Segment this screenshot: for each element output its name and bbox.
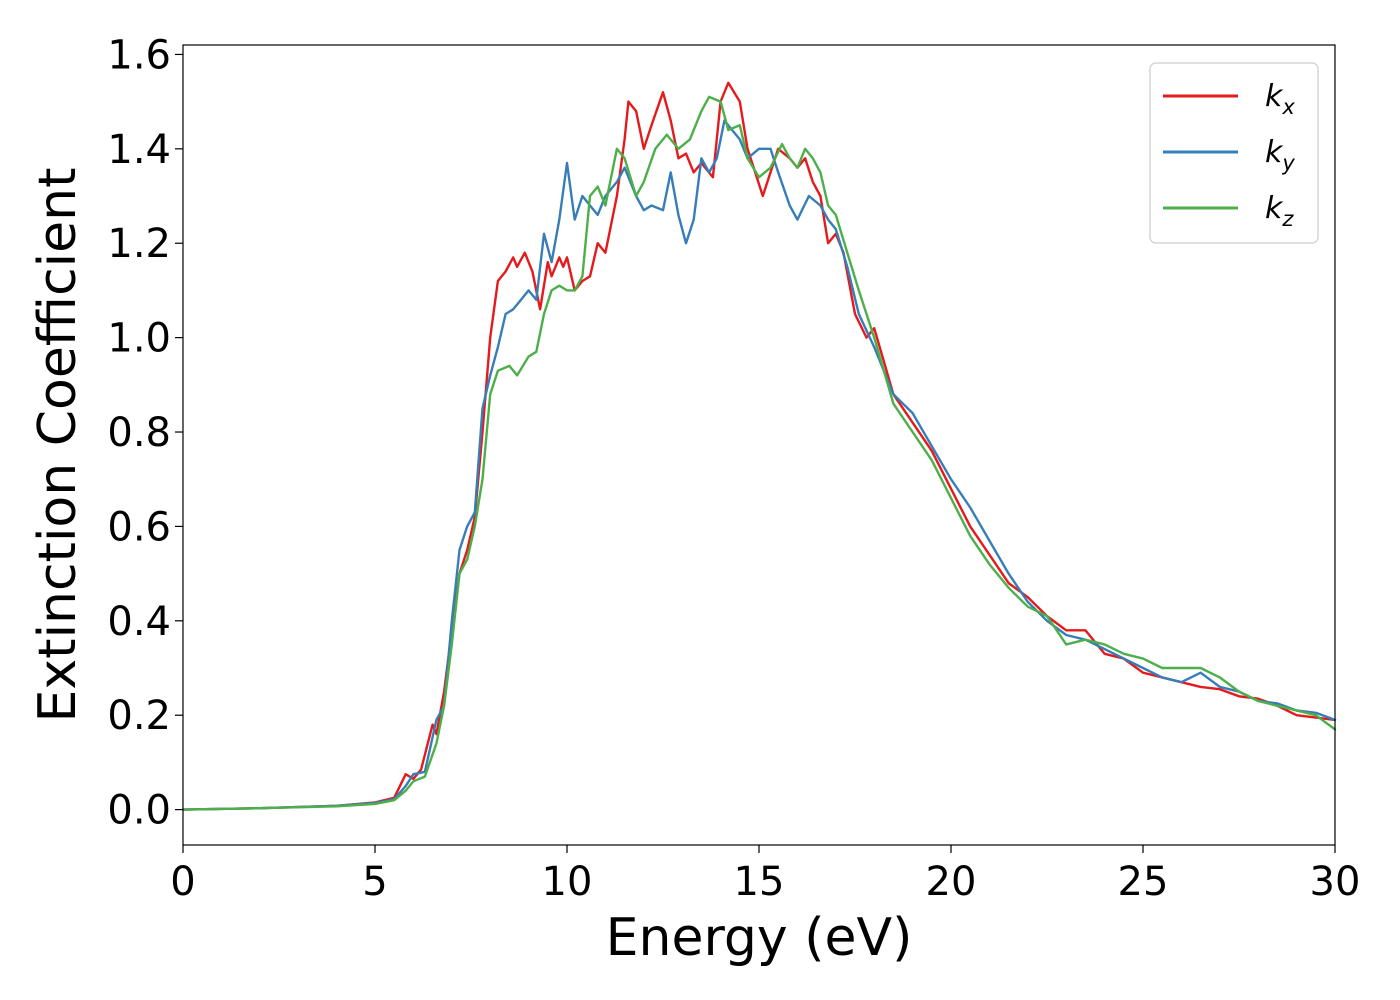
- series-line-x: [181, 81, 1337, 811]
- x-tick-label: 25: [1118, 859, 1169, 905]
- x-tick-label: 20: [926, 859, 977, 905]
- legend-label-y: ky: [1265, 135, 1295, 175]
- y-tick-label: 1.4: [107, 127, 171, 173]
- series-line-z: [181, 95, 1337, 811]
- y-tick-label: 0.0: [107, 788, 171, 834]
- x-tick-label: 0: [170, 859, 195, 905]
- y-tick-label: 0.2: [107, 693, 171, 739]
- series-layer: [181, 81, 1337, 811]
- x-tick-label: 10: [542, 859, 593, 905]
- y-axis-label: Extinction Coefficient: [28, 168, 88, 723]
- y-tick-label: 1.0: [107, 316, 171, 362]
- y-tick-label: 1.6: [107, 32, 171, 78]
- y-tick-label: 0.4: [107, 599, 171, 645]
- legend-label-x: kx: [1265, 79, 1295, 119]
- x-tick-label: 5: [362, 859, 387, 905]
- legend: kx ky kz: [1149, 62, 1319, 244]
- series-line-y: [181, 119, 1337, 811]
- x-tick-label: 30: [1310, 859, 1361, 905]
- x-axis: 0 5 10 15 20 25 30: [170, 845, 1360, 905]
- x-axis-label: Energy (eV): [606, 908, 913, 968]
- legend-label-z: kz: [1265, 191, 1294, 231]
- y-tick-label: 0.6: [107, 504, 171, 550]
- x-tick-label: 15: [734, 859, 785, 905]
- y-tick-label: 1.2: [107, 221, 171, 267]
- y-axis: 0.0 0.2 0.4 0.6 0.8 1.0 1.2 1.4 1.6: [107, 32, 183, 834]
- y-tick-label: 0.8: [107, 410, 171, 456]
